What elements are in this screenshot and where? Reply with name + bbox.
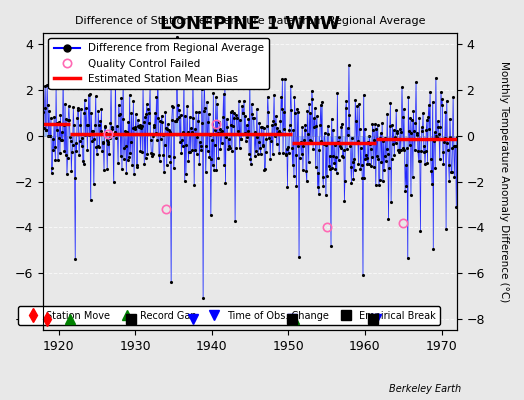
- Y-axis label: Monthly Temperature Anomaly Difference (°C): Monthly Temperature Anomaly Difference (…: [499, 61, 509, 302]
- Legend: Station Move, Record Gap, Time of Obs. Change, Empirical Break: Station Move, Record Gap, Time of Obs. C…: [18, 306, 440, 326]
- Text: Berkeley Earth: Berkeley Earth: [389, 384, 461, 394]
- Title: LONEPINE 1 WNW: LONEPINE 1 WNW: [160, 15, 340, 33]
- Text: Difference of Station Temperature Data from Regional Average: Difference of Station Temperature Data f…: [75, 16, 425, 26]
